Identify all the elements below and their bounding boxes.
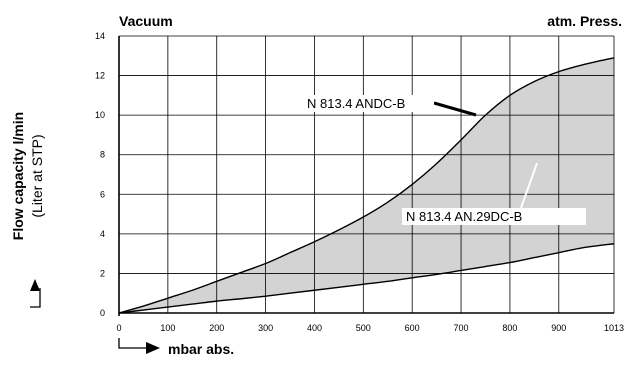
x-tick-label: 500	[356, 323, 371, 333]
vacuum-label: Vacuum	[119, 13, 173, 29]
y-tick-label: 6	[100, 189, 105, 199]
x-tick-label: 600	[405, 323, 420, 333]
capacity-band	[119, 57, 614, 314]
series-2-annotation: N 813.4 AN.29DC-B	[402, 162, 586, 225]
line-layer	[118, 57, 615, 314]
x-tick-label: 900	[551, 323, 566, 333]
y-axis-sublabel: (Liter at STP)	[29, 134, 45, 217]
atm-press-label: atm. Press.	[547, 13, 622, 29]
y-axis-label: Flow capacity l/min	[10, 112, 26, 240]
x-tick-label: 700	[454, 323, 469, 333]
series-1-annotation: N 813.4 ANDC-B	[304, 95, 477, 117]
y-tick-label: 4	[100, 229, 105, 239]
tick-labels: 0 100 200 300 400 500 600 700 800 900 1013 0 2 4 6 8 10 1…	[95, 31, 624, 333]
y-tick-label: 12	[95, 71, 105, 81]
series-1-label: N 813.4 ANDC-B	[307, 96, 405, 111]
x-tick-label: 1013	[604, 323, 624, 333]
series-line-andc-b	[118, 57, 615, 314]
series-2-label: N 813.4 AN.29DC-B	[406, 209, 522, 224]
x-tick-label: 200	[209, 323, 224, 333]
x-tick-label: 300	[258, 323, 273, 333]
y-tick-label: 2	[100, 268, 105, 278]
x-tick-label: 400	[307, 323, 322, 333]
y-tick-label: 8	[100, 150, 105, 160]
series-line-an29dc-b	[118, 243, 615, 314]
x-axis-label: mbar abs.	[168, 341, 234, 357]
y-tick-label: 10	[95, 110, 105, 120]
x-tick-label: 100	[160, 323, 175, 333]
y-tick-label: 14	[95, 31, 105, 41]
x-tick-label: 0	[116, 323, 121, 333]
x-tick-label: 800	[502, 323, 517, 333]
y-tick-label: 0	[100, 308, 105, 318]
fill-layer	[119, 57, 614, 314]
x-axis-arrow-icon	[118, 338, 160, 354]
y-axis-arrow-icon	[30, 279, 41, 308]
grid-layer	[118, 35, 615, 316]
